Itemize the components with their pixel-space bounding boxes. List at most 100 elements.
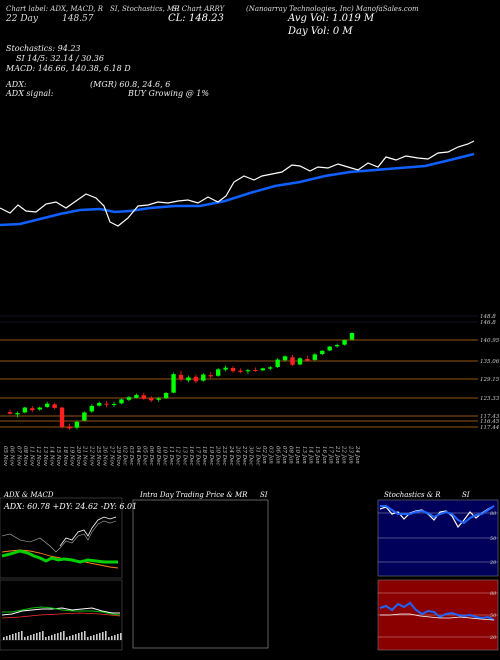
candle-body [290, 357, 295, 365]
date-label: 02 Dec [122, 446, 128, 466]
candle-body [230, 368, 236, 372]
close-price: CL: 148.23 [168, 13, 224, 24]
date-label: 05 Dec [141, 446, 147, 466]
price-level-label: 135.06 [480, 359, 500, 365]
date-label: 23 Dec [221, 445, 227, 466]
macd-histogram-bar [81, 632, 83, 640]
macd-histogram-bar [78, 633, 80, 640]
date-label: 06 Dec [148, 446, 154, 466]
date-label: 05 Nov [2, 446, 8, 467]
macd-histogram-bar [12, 634, 14, 640]
rsi-tick-label: 80 [490, 591, 497, 597]
candle-body [52, 404, 57, 408]
candle-body [126, 397, 132, 400]
candle-body [59, 407, 65, 428]
date-label: 27 Dec [241, 445, 247, 466]
avg-volume: Avg Vol: 1.019 M [288, 13, 375, 24]
candle-body [238, 370, 243, 372]
candle-body [186, 377, 191, 381]
candle-body [334, 344, 340, 347]
macd-signal-line [2, 606, 121, 616]
macd-histogram-bar [54, 634, 56, 640]
date-label: 08 Jan [288, 446, 294, 464]
date-label: 25 Nov [95, 445, 101, 467]
macd-histogram-bar [45, 637, 47, 640]
macd-histogram-bar [96, 634, 98, 640]
candle-body [30, 408, 35, 411]
rsi-signal-line [380, 613, 495, 621]
candle-body [163, 392, 169, 399]
stoch-tick-label: 50 [490, 536, 497, 542]
candle-body [260, 368, 265, 371]
macd-histogram-bar [3, 637, 5, 640]
macd-histogram-bar [72, 635, 74, 640]
macd-histogram-bar [114, 635, 116, 640]
date-label: 14 Jan [308, 446, 314, 464]
ticker-label: SI Chart ARRY [172, 5, 225, 13]
macd-histogram-bar [93, 635, 95, 640]
date-label: 22 Jan [341, 445, 347, 464]
macd-histogram-bar [60, 632, 62, 640]
candle-body [305, 358, 310, 361]
date-label: 26 Nov [102, 445, 108, 467]
company-name: (Nanoarray Technologies, Inc) ManofaSale… [246, 5, 419, 13]
stoch-tick-label: 80 [490, 511, 497, 517]
candle-body [141, 395, 147, 399]
macd-histogram-bar [48, 636, 50, 640]
stoch-readout: Stochastics: 94.23 [6, 44, 81, 53]
candle-body [245, 370, 251, 372]
candle-body [44, 403, 50, 407]
candle-body [156, 398, 161, 400]
macd-histogram-bar [21, 631, 23, 640]
date-label: 07 Nov [15, 446, 21, 467]
candle-body [253, 369, 258, 371]
date-label: 07 Jan [281, 446, 287, 464]
macd-readout: MACD: 146.66, 140.38, 6.18 D [6, 64, 131, 73]
macd-histogram-bar [33, 634, 35, 640]
macd-histogram-bar [66, 637, 68, 640]
price-level-label: 123.33 [480, 396, 500, 402]
adx-signal-label: ADX signal: [6, 89, 54, 98]
macd-histogram-bar [90, 636, 92, 640]
candle-body [67, 426, 72, 429]
adx-grey-line-2 [1, 533, 61, 553]
header-line-2: SI, Stochastics, MR [110, 5, 180, 13]
macd-histogram-bar [117, 634, 119, 640]
date-label: 17 Jan [327, 446, 333, 464]
date-label: 24 Jan [354, 445, 360, 464]
macd-histogram-bar [30, 635, 32, 640]
candle-body [215, 369, 221, 376]
adx-green-line [1, 549, 118, 564]
rsi-line [379, 601, 495, 621]
macd-histogram-bar [102, 632, 104, 640]
date-label: 18 Nov [62, 446, 68, 467]
date-label: 24 Dec [228, 445, 234, 466]
macd-histogram-bar [120, 633, 122, 640]
candle-body [104, 403, 109, 405]
macd-histogram-bar [111, 636, 113, 640]
header-line-1: Chart label: ADX, MACD, R [6, 5, 104, 13]
date-label: 12 Dec [175, 446, 181, 466]
macd-histogram-bar [87, 637, 89, 640]
price-level-label: 117.44 [480, 425, 500, 431]
candle-body [312, 354, 318, 360]
date-label: 20 Dec [215, 445, 221, 466]
macd-histogram-bar [36, 633, 38, 640]
date-label: 03 Jan [268, 446, 274, 464]
date-label: 18 Dec [201, 446, 207, 466]
candle-body [7, 412, 13, 414]
macd-histogram-bar [42, 631, 44, 640]
price-line [0, 140, 475, 227]
adx-grey-line [59, 520, 117, 549]
candle-body [342, 340, 347, 345]
candle-body [349, 332, 355, 340]
stoch-panel-title: Stochastics & R [384, 491, 441, 499]
date-label: 08 Nov [22, 446, 28, 467]
adx-white-line [59, 516, 117, 547]
candle-body [208, 375, 213, 377]
date-label: 13 Nov [42, 446, 48, 467]
price-level-label: 148.8 [480, 314, 496, 320]
date-label: 06 Jan [274, 446, 280, 464]
date-label: 21 Nov [82, 445, 88, 467]
